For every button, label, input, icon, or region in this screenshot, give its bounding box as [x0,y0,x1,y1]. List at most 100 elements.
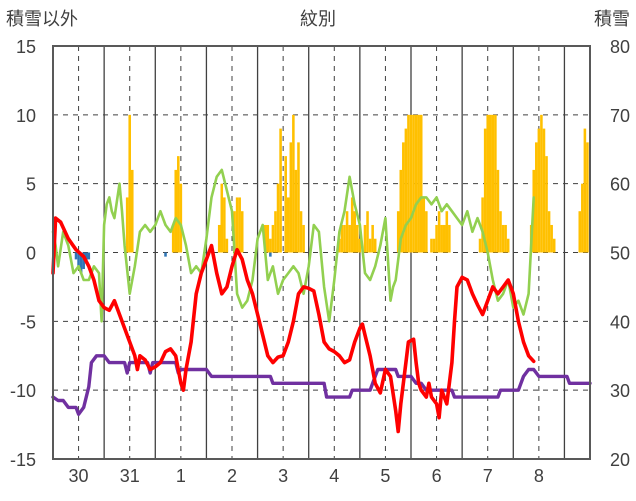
precip-bar [343,224,346,253]
precip-bar [552,238,556,253]
precip-bar [542,128,546,253]
precip-bar [547,211,551,253]
precip-bar [238,197,241,253]
precip-bar [550,224,553,253]
precip-bar [486,114,489,253]
blue-bar [269,252,272,257]
precip-bar [578,211,582,253]
y-left-tick-label: 15 [16,37,36,57]
precip-bar [445,211,449,253]
precip-bar [435,224,438,253]
x-day-label: 5 [380,466,390,486]
precip-bar-layer [74,114,589,274]
right-axis-label: 積雪 [594,9,630,30]
precip-bar [297,142,300,253]
precip-bar [292,114,295,253]
precip-bar [407,114,410,253]
precip-bar [402,142,405,253]
precip-bar [363,224,367,253]
precip-bar [501,224,505,253]
y-left-tick-label: 5 [26,175,36,195]
precip-bar [217,224,221,253]
precip-bar [440,224,443,253]
y-right-tick-label: 80 [610,37,630,57]
precip-bar [294,169,298,253]
y-left-tick-label: 10 [16,106,36,126]
precip-bar [240,211,244,253]
x-day-label: 31 [120,466,140,486]
precip-bar [279,128,282,253]
precip-bar [269,238,272,253]
precip-bar [276,183,280,253]
precip-bar [430,238,433,253]
precip-bar [396,211,400,253]
precip-bar [371,224,374,253]
precip-bar [274,211,277,253]
precip-bar [348,224,351,253]
precip-bar [535,142,538,253]
precip-bar [537,128,541,253]
precip-bar [540,114,543,253]
y-left-tick-label: -5 [20,312,36,332]
precip-bar [353,211,357,253]
precip-bar [499,211,502,253]
precip-bar [373,238,377,253]
precip-bar [350,197,354,253]
precip-bar [302,224,305,253]
precip-bar [340,224,344,253]
tick-label-layer: 15 80 10 70 5 60 0 50 -5 40 -10 30 -15 20 30 31 1 2 3 4 5 6 7 8 [10,37,630,486]
precip-bar [478,238,482,253]
precip-bar [174,169,178,253]
x-day-label: 7 [483,466,493,486]
blue-bar [164,252,167,257]
precip-bar [414,114,418,253]
precip-bar [409,114,413,253]
x-day-label: 3 [278,466,288,486]
precip-bar [583,128,587,253]
precip-bar [284,156,287,253]
precip-bar [422,197,426,253]
precip-bar [289,142,293,253]
precip-bar [130,169,134,253]
blue-bar [77,252,80,267]
precip-bar [581,183,584,253]
precip-bar [494,114,497,253]
precip-bar [425,211,428,253]
precip-bar [417,114,420,253]
series-line-layer [51,168,592,434]
precip-bar [345,211,349,253]
x-day-label: 1 [176,466,186,486]
precip-bar [412,114,415,253]
blue-bar [79,252,83,274]
precip-bar [545,156,548,253]
x-day-label: 4 [329,466,339,486]
grid-layer [53,46,590,459]
snow-depth-line [51,354,592,416]
precip-bar [506,238,510,253]
precip-bar [504,224,507,253]
precip-bar [488,114,492,253]
precip-bar [399,169,403,253]
precip-bar [177,156,180,253]
precip-bar [299,211,303,253]
precip-bar [356,224,359,253]
precip-bar [368,238,372,253]
y-right-tick-label: 30 [610,381,630,401]
blue-bar [87,252,91,260]
y-left-tick-label: -15 [10,450,36,470]
blue-bar [74,252,78,260]
precip-bar [483,128,487,253]
y-left-tick-label: 0 [26,244,36,264]
y-right-tick-label: 60 [610,175,630,195]
precip-bar [266,224,270,253]
x-day-label: 30 [69,466,89,486]
y-right-tick-label: 20 [610,450,630,470]
precip-bar [432,238,436,253]
x-day-label: 6 [432,466,442,486]
precip-bar [171,224,175,253]
precip-bar [338,238,341,253]
y-right-tick-label: 70 [610,106,630,126]
plot-frame [52,45,591,460]
x-day-label: 2 [227,466,237,486]
